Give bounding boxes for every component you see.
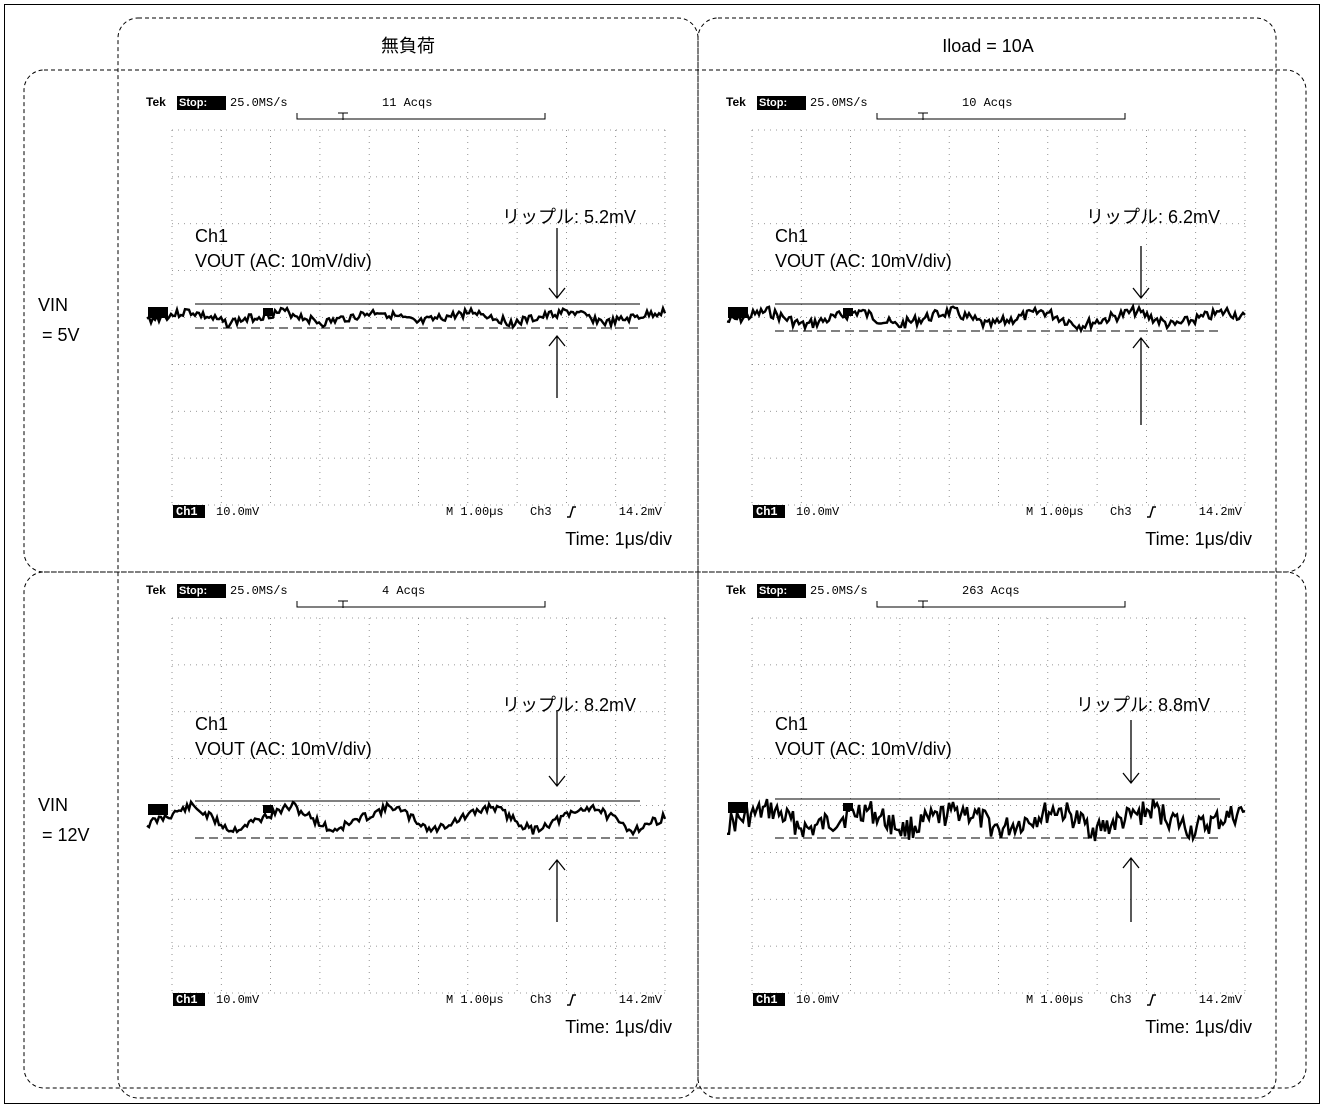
channel-label: Ch1 bbox=[195, 714, 228, 734]
scope-brand: Tek bbox=[146, 95, 166, 109]
trigger-slope bbox=[567, 995, 576, 1005]
row-header: VIN bbox=[38, 795, 68, 815]
acquisitions: 4 Acqs bbox=[382, 584, 425, 598]
scale-channel: Ch1 bbox=[176, 505, 198, 519]
column-frame bbox=[118, 18, 698, 1098]
scope-status: Stop: bbox=[759, 97, 787, 109]
timebase: M 1.00µs bbox=[446, 993, 504, 1007]
trigger-slope bbox=[1147, 995, 1156, 1005]
row-header: VIN bbox=[38, 295, 68, 315]
signal-label: VOUT (AC: 10mV/div) bbox=[195, 251, 372, 271]
scope-brand: Tek bbox=[726, 95, 746, 109]
vertical-scale: 10.0mV bbox=[216, 505, 260, 519]
scope-panel: Tek Stop: 25.0MS/s 10 Acqs Ch1 VOUT (AC: 10mV… bbox=[726, 95, 1252, 549]
waveform bbox=[727, 306, 1245, 330]
acquisitions: 10 Acqs bbox=[962, 96, 1012, 110]
scope-panel: Tek Stop: 25.0MS/s 4 Acqs Ch1 VOUT (AC: 10mV/… bbox=[146, 583, 672, 1037]
ripple-label: リップル: 6.2mV bbox=[1086, 207, 1220, 227]
time-label: Time: 1μs/div bbox=[565, 529, 672, 549]
row-header: = 12V bbox=[42, 825, 90, 845]
timebase: M 1.00µs bbox=[446, 505, 504, 519]
channel-label: Ch1 bbox=[195, 226, 228, 246]
acquisitions: 11 Acqs bbox=[382, 96, 432, 110]
scale-channel: Ch1 bbox=[756, 505, 778, 519]
scope-status: Stop: bbox=[759, 585, 787, 597]
trigger-source: Ch3 bbox=[1110, 505, 1132, 519]
trigger-slope bbox=[567, 507, 576, 517]
channel-marker bbox=[728, 802, 748, 813]
trigger-point bbox=[263, 805, 273, 813]
sample-rate: 25.0MS/s bbox=[230, 96, 288, 110]
time-label: Time: 1μs/div bbox=[565, 1017, 672, 1037]
sample-rate: 25.0MS/s bbox=[810, 584, 868, 598]
figure: 無負荷 Iload = 10A VIN = 5V VIN = 12V Tek St… bbox=[0, 0, 1324, 1108]
channel-marker bbox=[148, 307, 168, 318]
row-header: = 5V bbox=[42, 325, 80, 345]
ripple-label: リップル: 8.2mV bbox=[502, 695, 636, 715]
timebase: M 1.00µs bbox=[1026, 505, 1084, 519]
channel-marker bbox=[148, 804, 168, 815]
column-header: 無負荷 bbox=[381, 36, 435, 56]
column-frame bbox=[698, 18, 1276, 1098]
trigger-bracket bbox=[877, 601, 1125, 607]
vertical-scale: 10.0mV bbox=[216, 993, 260, 1007]
trigger-point bbox=[843, 308, 853, 316]
time-label: Time: 1μs/div bbox=[1145, 1017, 1252, 1037]
trigger-level: 14.2mV bbox=[1199, 993, 1243, 1007]
arrow-up bbox=[1123, 858, 1139, 922]
trigger-slope bbox=[1147, 507, 1156, 517]
scope-brand: Tek bbox=[726, 583, 746, 597]
arrow-down bbox=[549, 228, 565, 298]
signal-label: VOUT (AC: 10mV/div) bbox=[195, 739, 372, 759]
trigger-point bbox=[263, 308, 273, 316]
scope-status: Stop: bbox=[179, 97, 207, 109]
trigger-point bbox=[843, 803, 853, 811]
scale-channel: Ch1 bbox=[176, 993, 198, 1007]
trigger-source: Ch3 bbox=[530, 993, 552, 1007]
trigger-level: 14.2mV bbox=[1199, 505, 1243, 519]
ripple-label: リップル: 5.2mV bbox=[502, 207, 636, 227]
arrow-down bbox=[1133, 246, 1149, 298]
trigger-level: 14.2mV bbox=[619, 505, 663, 519]
channel-marker bbox=[728, 307, 748, 318]
scope-status: Stop: bbox=[179, 585, 207, 597]
sample-rate: 25.0MS/s bbox=[810, 96, 868, 110]
scope-panel: Tek Stop: 25.0MS/s 263 Acqs Ch1 VOUT (AC: 10m… bbox=[726, 583, 1252, 1037]
channel-label: Ch1 bbox=[775, 714, 808, 734]
trigger-level: 14.2mV bbox=[619, 993, 663, 1007]
arrow-up bbox=[549, 336, 565, 398]
vertical-scale: 10.0mV bbox=[796, 993, 840, 1007]
scope-brand: Tek bbox=[146, 583, 166, 597]
outer-border bbox=[5, 5, 1320, 1104]
acquisitions: 263 Acqs bbox=[962, 584, 1020, 598]
trigger-bracket bbox=[297, 601, 545, 607]
column-header: Iload = 10A bbox=[942, 36, 1034, 56]
row-frame bbox=[24, 572, 1306, 1088]
arrow-up bbox=[549, 860, 565, 922]
arrow-down bbox=[1123, 720, 1139, 783]
ripple-label: リップル: 8.8mV bbox=[1076, 695, 1210, 715]
timebase: M 1.00µs bbox=[1026, 993, 1084, 1007]
arrow-down bbox=[549, 710, 565, 786]
time-label: Time: 1μs/div bbox=[1145, 529, 1252, 549]
trigger-source: Ch3 bbox=[1110, 993, 1132, 1007]
trigger-bracket bbox=[877, 113, 1125, 119]
arrow-up bbox=[1133, 338, 1149, 425]
trigger-bracket bbox=[297, 113, 545, 119]
trigger-source: Ch3 bbox=[530, 505, 552, 519]
channel-label: Ch1 bbox=[775, 226, 808, 246]
waveform bbox=[147, 308, 665, 327]
sample-rate: 25.0MS/s bbox=[230, 584, 288, 598]
waveform bbox=[147, 802, 665, 834]
scale-channel: Ch1 bbox=[756, 993, 778, 1007]
vertical-scale: 10.0mV bbox=[796, 505, 840, 519]
signal-label: VOUT (AC: 10mV/div) bbox=[775, 251, 952, 271]
signal-label: VOUT (AC: 10mV/div) bbox=[775, 739, 952, 759]
scope-panel: Tek Stop: 25.0MS/s 11 Acqs Ch1 VOUT (AC: 10mV… bbox=[146, 95, 672, 549]
